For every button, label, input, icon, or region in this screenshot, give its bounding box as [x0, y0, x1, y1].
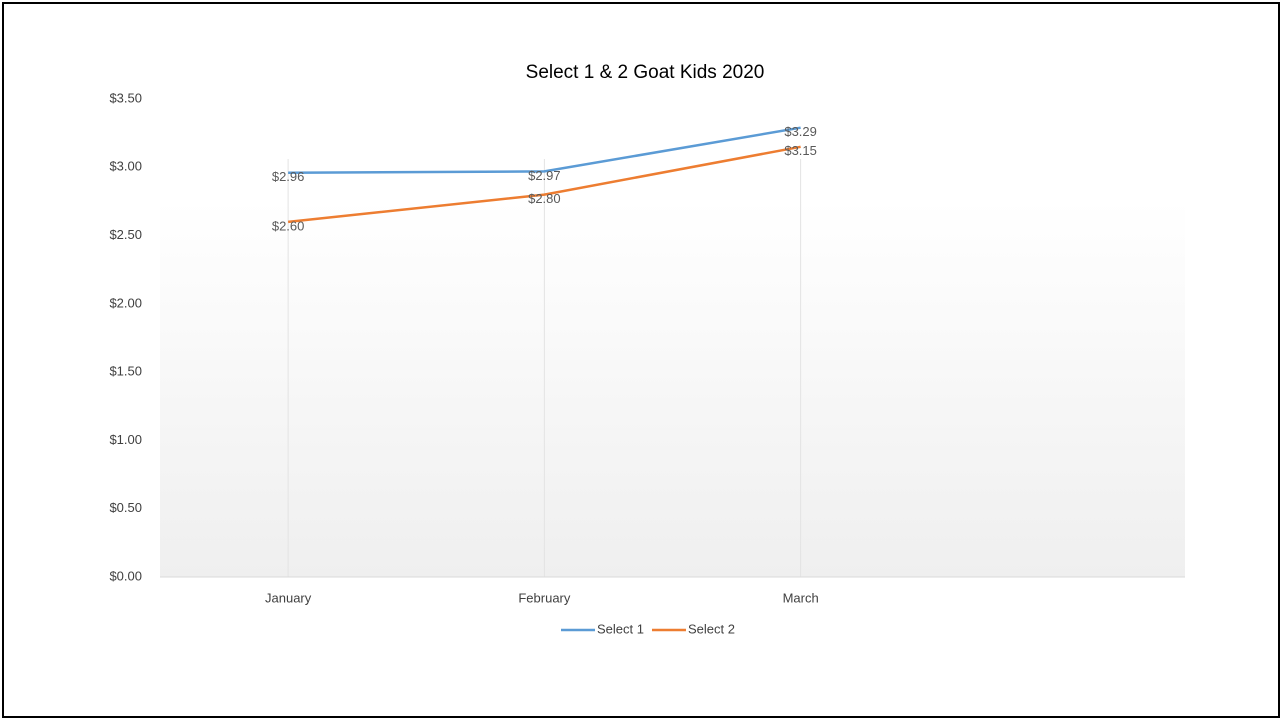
x-tick-label: February: [518, 590, 571, 605]
y-tick-label: $0.50: [109, 500, 142, 515]
data-label: $3.15: [784, 143, 817, 158]
chart-title: Select 1 & 2 Goat Kids 2020: [526, 62, 765, 83]
series-line: [287, 145, 801, 224]
data-label: $2.96: [272, 169, 305, 184]
data-label: $3.29: [784, 124, 817, 139]
x-tick-label: March: [783, 590, 819, 605]
legend-label: Select 2: [688, 621, 735, 636]
plot-background: [160, 200, 1185, 577]
data-label: $2.97: [528, 168, 561, 183]
y-tick-label: $3.00: [109, 159, 142, 174]
series-line: [288, 126, 801, 174]
data-label: $2.80: [528, 191, 561, 206]
y-tick-label: $2.00: [109, 295, 142, 310]
data-label: $2.60: [272, 218, 305, 233]
legend-label: Select 1: [597, 621, 644, 636]
y-tick-label: $1.50: [109, 364, 142, 379]
y-tick-label: $0.00: [109, 568, 142, 583]
x-tick-label: January: [265, 590, 312, 605]
y-tick-label: $2.50: [109, 227, 142, 242]
y-tick-label: $1.00: [109, 432, 142, 447]
y-tick-label: $3.50: [109, 90, 142, 105]
